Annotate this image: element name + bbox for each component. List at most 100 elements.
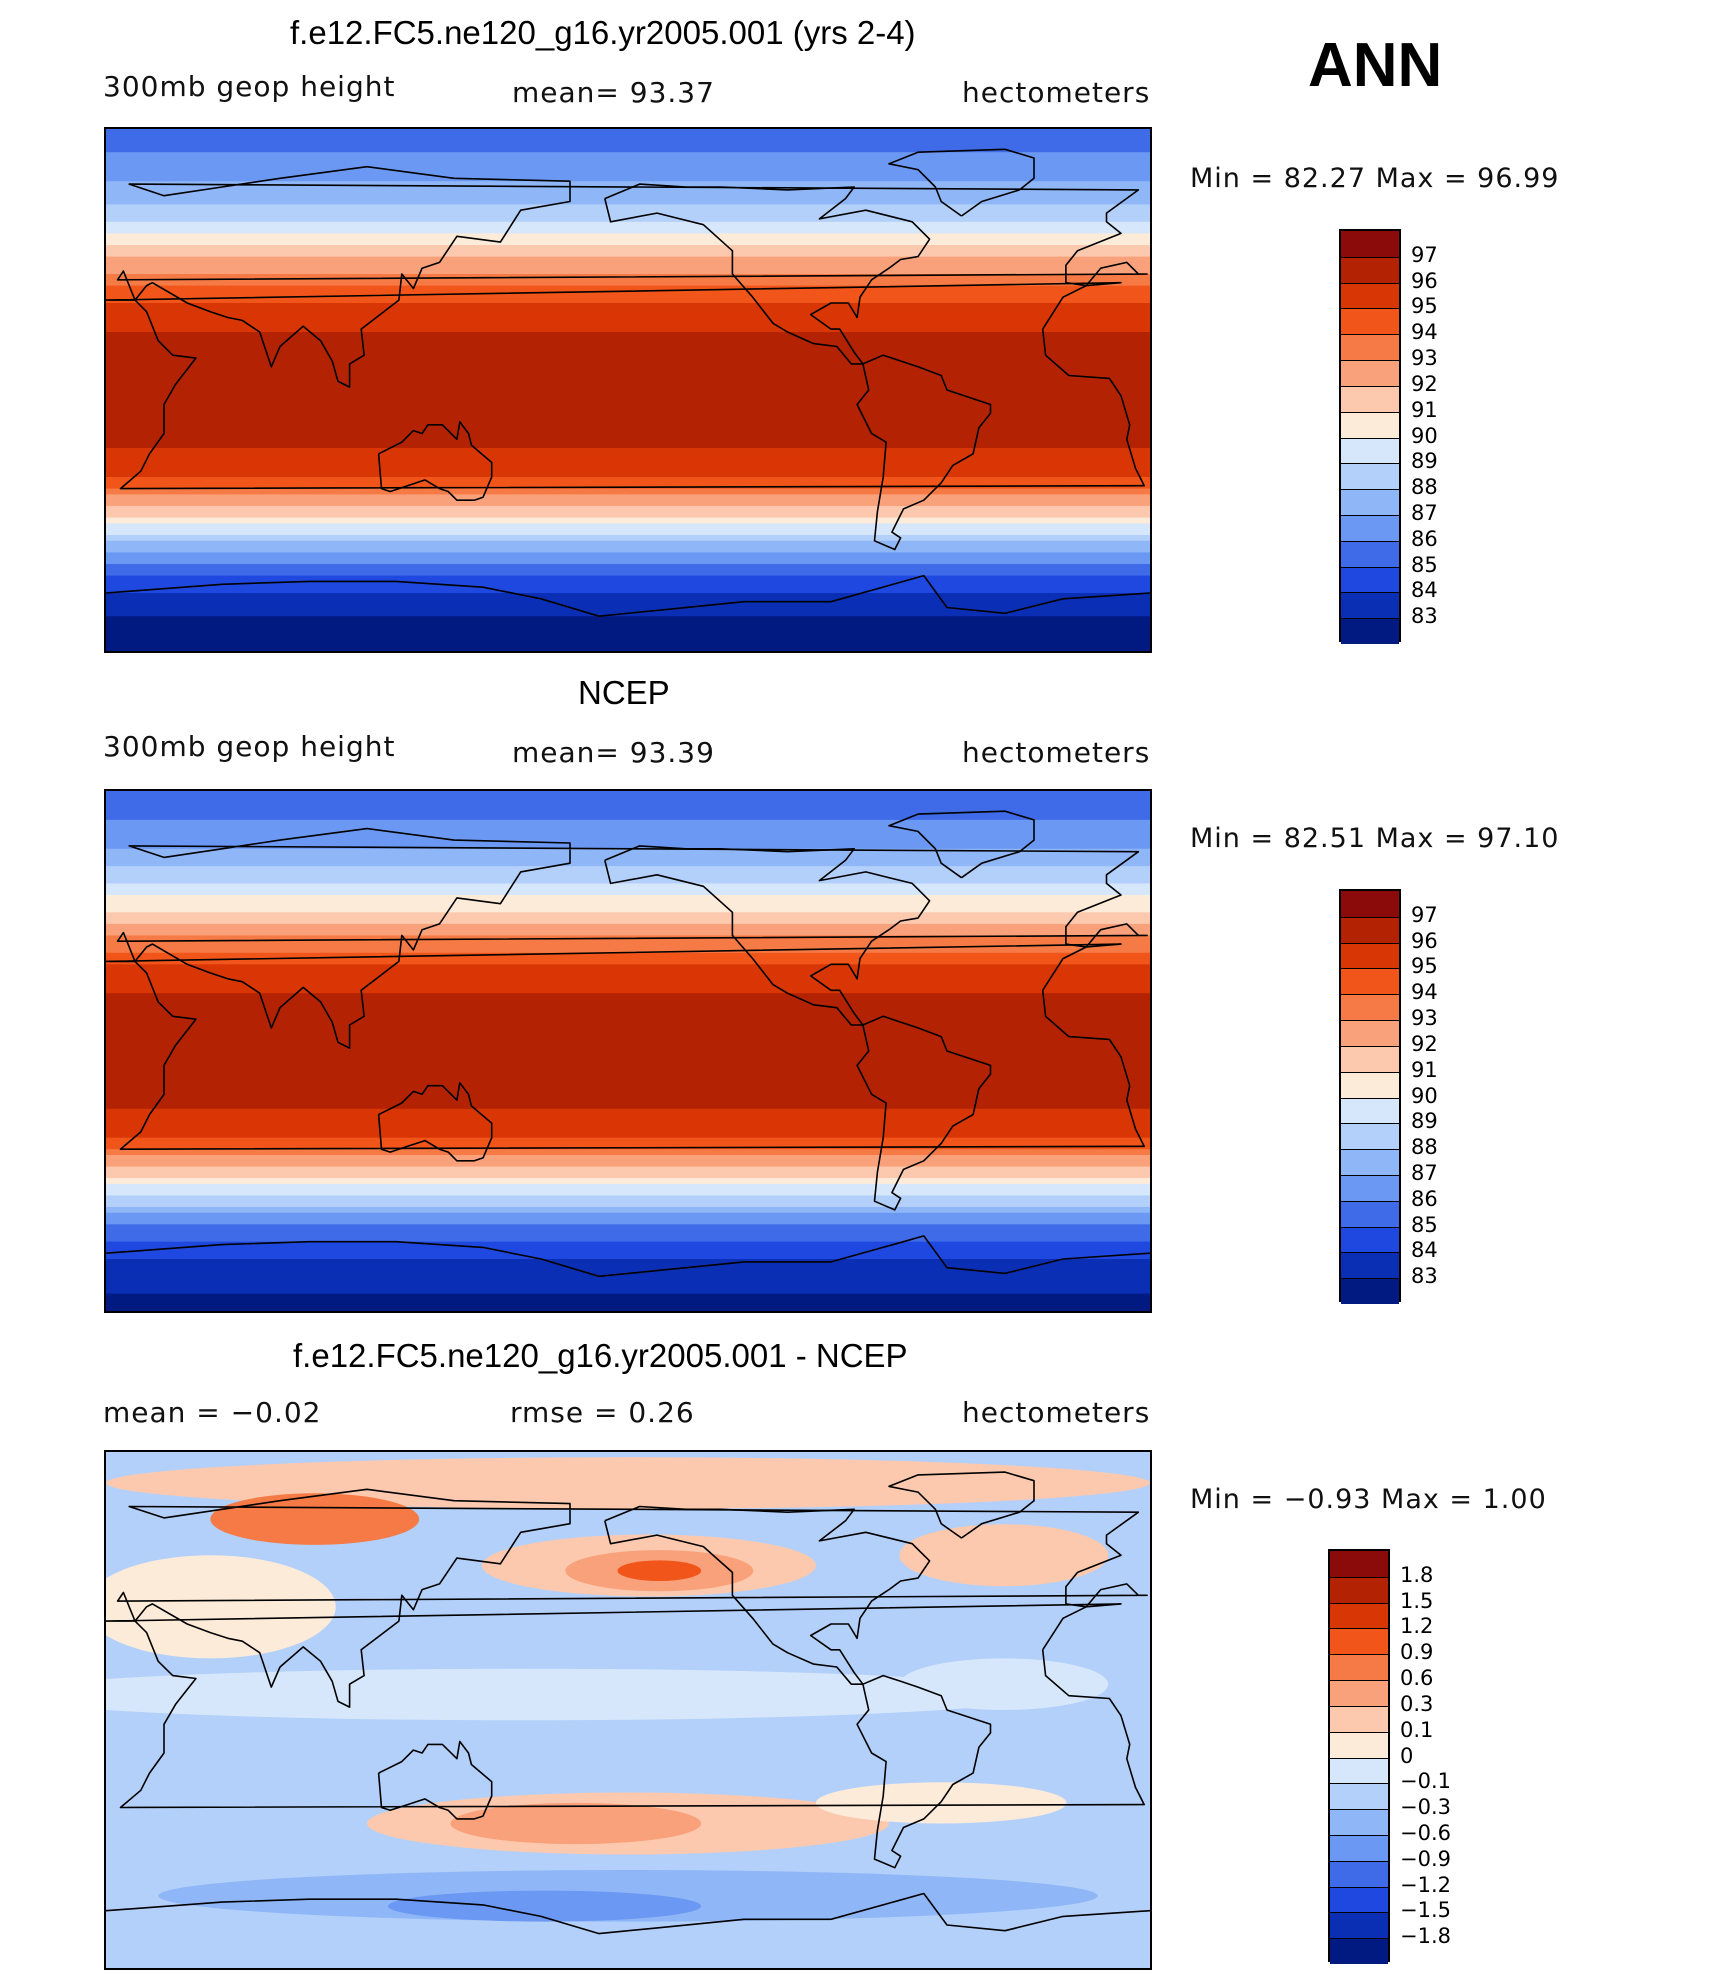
- panel1-contour-band: [106, 146, 1150, 153]
- panel3-min-max: Min = −0.93 Max = 1.00: [1190, 1484, 1547, 1515]
- panel1-contour-band: [106, 453, 1150, 461]
- panel1-contour-band: [106, 239, 1150, 246]
- panel1-contour-band: [106, 395, 1150, 403]
- panel2-contour-band: [106, 1074, 1150, 1081]
- panel2-contour-band: [106, 1033, 1150, 1041]
- panel1-colorbar-swatch: [1341, 463, 1399, 490]
- panel1-colorbar-swatch: [1341, 256, 1399, 283]
- panel1-contour-band: [106, 390, 1150, 397]
- panel2-colorbar-swatch: [1341, 942, 1399, 969]
- panel1-contour-band: [106, 616, 1150, 623]
- panel1-contour-band: [106, 134, 1150, 142]
- panel3-anomaly-contour: [210, 1493, 420, 1545]
- panel2-contour-band: [106, 1293, 1150, 1301]
- panel1-contour-band: [106, 523, 1150, 530]
- panel2-contour-band: [106, 843, 1150, 850]
- panel1-units-label: hectometers: [962, 76, 1151, 109]
- panel3-anomaly-contour: [387, 1890, 702, 1922]
- panel2-contour-band: [106, 1218, 1150, 1225]
- panel1-contour-band: [106, 140, 1150, 147]
- panel2-contour-band: [106, 1212, 1150, 1220]
- panel2-colorbar-swatch: [1341, 994, 1399, 1021]
- panel2-contour-band: [106, 1160, 1150, 1168]
- panel3-colorbar-label: −1.5: [1400, 1898, 1451, 1923]
- panel1-contour-band: [106, 500, 1150, 507]
- panel1-coastline-greenland: [888, 148, 1035, 217]
- panel1-contour-band: [106, 314, 1150, 321]
- panel2-coastline-south-america: [856, 1015, 992, 1211]
- panel3-anomaly-contour: [899, 1658, 1109, 1710]
- panel1-contour-band: [106, 517, 1150, 524]
- panel2-variable-label: 300mb geop height: [103, 730, 396, 763]
- panel2-contour-band: [106, 1045, 1150, 1052]
- panel2-contour-band: [106, 1079, 1150, 1087]
- panel2-contour-band: [106, 1010, 1150, 1017]
- panel1-contour-band: [106, 291, 1150, 298]
- panel3-colorbar: 1.8 1.5 1.2 0.9 0.6 0.3 0.1 0 −0.1 −0.3 −0.6 −0.9 −1…: [1328, 1549, 1451, 1964]
- panel2-contour-band: [106, 947, 1150, 954]
- panel2-contour-band: [106, 1056, 1150, 1064]
- panel2-colorbar-swatch: [1341, 1252, 1399, 1279]
- panel1-colorbar-label: 86: [1411, 526, 1438, 551]
- panel1-colorbar-swatch: [1341, 385, 1399, 412]
- panel2-colorbar-swatch: [1341, 1174, 1399, 1201]
- panel1-colorbar-swatch: [1341, 514, 1399, 541]
- panel2-contour-band: [106, 1149, 1150, 1156]
- panel1-contour-band: [106, 181, 1150, 188]
- panel2-colorbar-swatch: [1341, 968, 1399, 995]
- panel1-contour-band: [106, 569, 1150, 577]
- panel1-contour-band: [106, 326, 1150, 333]
- panel2-contour-band: [106, 1253, 1150, 1260]
- panel2-contour-band: [106, 1051, 1150, 1058]
- panel2-contour-band: [106, 1189, 1150, 1197]
- panel1-contour-band: [106, 645, 1150, 651]
- panel2-contour-band: [106, 1207, 1150, 1214]
- panel1-contour-band: [106, 204, 1150, 211]
- panel1-contour-band: [106, 262, 1150, 269]
- panel2-colorbar: 97 96 95 94 93 92 91 90 89 88 87 86 85 84 83: [1339, 889, 1438, 1304]
- panel2-contour-band: [106, 1016, 1150, 1023]
- panel1-contour-band: [106, 192, 1150, 200]
- panel2-contour-band: [106, 1131, 1150, 1139]
- panel3-colorbar-label: 1.8: [1400, 1562, 1434, 1587]
- panel3-colorbar-swatch: [1330, 1654, 1388, 1681]
- panel3-title: f.e12.FC5.ne120_g16.yr2005.001 - NCEP: [293, 1337, 908, 1374]
- panel3-colorbar-label: −0.9: [1400, 1846, 1451, 1871]
- panel2-contour-band: [106, 1097, 1150, 1104]
- panel3-colorbar-swatch: [1330, 1886, 1388, 1913]
- panel1-contour-band: [106, 349, 1150, 356]
- panel2-contour-band: [106, 900, 1150, 908]
- panel3-rmse-label: rmse = 0.26: [510, 1396, 695, 1429]
- panel1-colorbar-swatch: [1341, 282, 1399, 309]
- panel1-colorbar-swatch: [1341, 566, 1399, 593]
- panel1-contour-band: [106, 372, 1150, 379]
- panel2-contour-band: [106, 1039, 1150, 1046]
- panel2-contour-band: [106, 1259, 1150, 1266]
- panel1-title: f.e12.FC5.ne120_g16.yr2005.001 (yrs 2-4): [290, 14, 916, 51]
- panel2-contour-band: [106, 802, 1150, 809]
- panel3-mean-label: mean = −0.02: [103, 1396, 322, 1429]
- panel1-contour-band: [106, 401, 1150, 408]
- panel3-coastline-antarctica-coast: [106, 1892, 1150, 1935]
- panel1-contour-band: [106, 158, 1150, 165]
- panel1-contour-band: [106, 535, 1150, 542]
- panel2-coastline-australia: [377, 1081, 493, 1162]
- panel1-contour-band: [106, 622, 1150, 629]
- panel1-contour-band: [106, 413, 1150, 420]
- panel1-contour-band: [106, 227, 1150, 234]
- panel1-contour-band: [106, 308, 1150, 316]
- panel2-map: [104, 789, 1152, 1313]
- panel1-contour-band: [106, 558, 1150, 565]
- panel1-mean-label: mean= 93.37: [512, 76, 715, 109]
- panel3-colorbar-label: 0.6: [1400, 1666, 1434, 1691]
- panel3-coastline-australia: [377, 1740, 493, 1820]
- panel2-contour-band: [106, 918, 1150, 925]
- panel1-contour-band: [106, 529, 1150, 536]
- panel1-contour-band: [106, 604, 1150, 611]
- panel2-contour-band: [106, 952, 1150, 960]
- panel2-contour-band: [106, 814, 1150, 821]
- panel2-contour-band: [106, 1282, 1150, 1289]
- panel1-contour-band: [106, 407, 1150, 414]
- panel2-contour-band: [106, 993, 1150, 1000]
- panel2-coastline-antarctica-coast: [106, 1235, 1150, 1278]
